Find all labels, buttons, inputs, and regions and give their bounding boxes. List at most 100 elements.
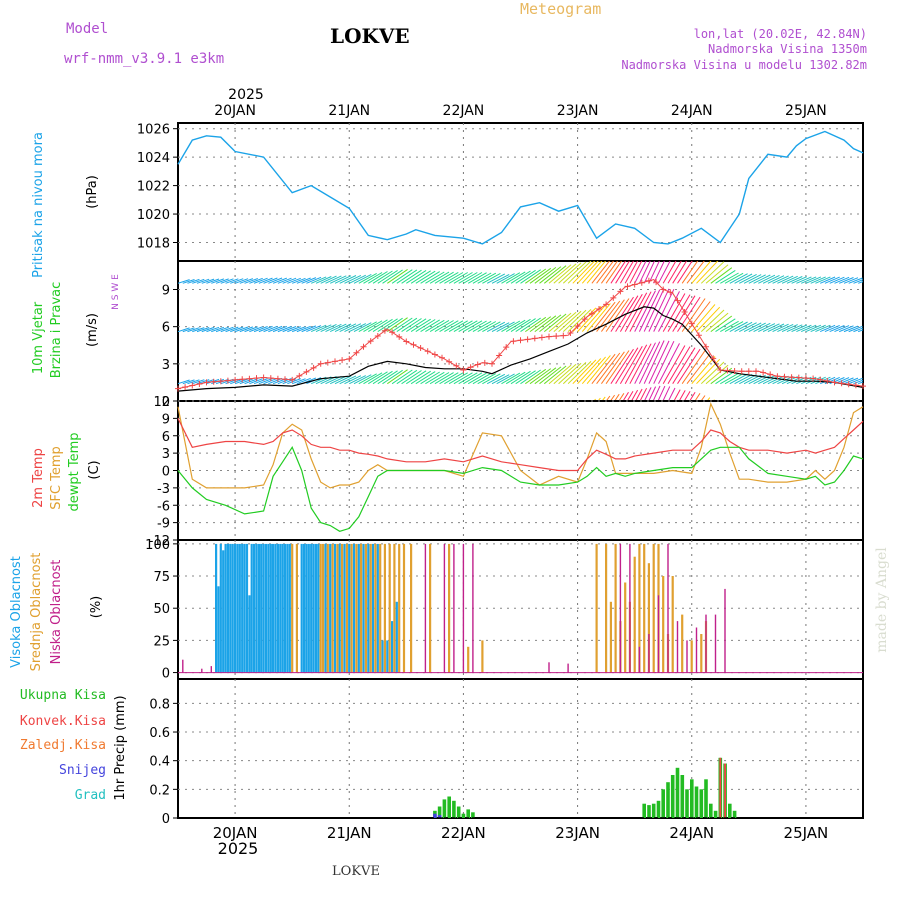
precip-total-bar bbox=[466, 809, 470, 818]
wind-flag bbox=[652, 385, 661, 401]
wind-flag bbox=[648, 261, 660, 284]
wind-flag bbox=[567, 261, 592, 284]
wind-flag bbox=[406, 269, 427, 284]
wind-flag bbox=[638, 261, 651, 284]
panel-frame bbox=[177, 122, 864, 262]
wind-flag bbox=[815, 324, 831, 333]
gust-marker bbox=[481, 359, 488, 366]
wind-flag bbox=[206, 278, 220, 284]
y-tick-label: 0 bbox=[162, 667, 170, 682]
wind-flag bbox=[391, 317, 413, 333]
top-day-label: 21JAN bbox=[328, 103, 370, 119]
gust-marker bbox=[346, 355, 353, 362]
precip-total-bar bbox=[690, 779, 694, 818]
wind-flag bbox=[292, 326, 306, 333]
y-tick-label: 0.6 bbox=[149, 726, 170, 741]
wind-flag bbox=[629, 261, 643, 284]
wind-flag bbox=[715, 318, 736, 333]
wind-flag bbox=[529, 368, 552, 385]
wind-flag bbox=[634, 290, 656, 332]
wind-flag bbox=[618, 393, 625, 401]
wind-flag bbox=[429, 271, 450, 284]
wind-flag bbox=[382, 317, 403, 333]
sfc-temp-line bbox=[177, 402, 864, 489]
cloud-low-bar bbox=[424, 543, 427, 673]
wind-flag bbox=[296, 325, 311, 333]
wind-flag bbox=[843, 377, 859, 385]
wind-flag bbox=[805, 324, 822, 333]
wind-flag bbox=[739, 412, 753, 421]
wind-flag bbox=[525, 368, 547, 385]
wind-flag bbox=[724, 272, 744, 284]
wind-flag bbox=[434, 271, 454, 284]
wind-flag bbox=[753, 274, 771, 284]
wind-flag bbox=[725, 411, 740, 421]
wind-flag bbox=[463, 272, 483, 284]
wind-flag bbox=[572, 261, 596, 284]
wind-flag bbox=[862, 331, 863, 332]
wind-flag bbox=[739, 273, 757, 284]
wind-flag bbox=[463, 320, 483, 333]
wind-flag bbox=[363, 272, 383, 284]
panel-1: 0 3 6 9 bbox=[162, 260, 866, 421]
cloud-high-bar bbox=[253, 543, 256, 673]
gust-marker bbox=[546, 333, 552, 340]
cloud-high-bar bbox=[241, 543, 244, 673]
wind-flag bbox=[396, 269, 418, 284]
cloud-mid-bar bbox=[322, 543, 325, 673]
precip-total-bar bbox=[651, 803, 656, 818]
wind-flag bbox=[377, 269, 398, 284]
wind-flag bbox=[515, 370, 536, 385]
pressure-unit: (hPa) bbox=[85, 175, 100, 209]
wind-flag bbox=[401, 318, 422, 333]
wind-flag bbox=[691, 356, 716, 385]
wind-flag bbox=[810, 324, 826, 333]
wind-flag bbox=[353, 322, 372, 333]
cloud-high-bar bbox=[371, 543, 375, 673]
cloud-mid-bar bbox=[448, 543, 451, 673]
wind-flag bbox=[244, 378, 258, 385]
coords-label: lon,lat (20.02E, 42.84N) bbox=[694, 27, 867, 41]
cloud-mid-bar bbox=[690, 640, 693, 673]
cloud-high-bar bbox=[329, 543, 332, 673]
wind-flag bbox=[705, 364, 729, 385]
wind-flag bbox=[525, 268, 547, 284]
wind-flag bbox=[758, 375, 776, 385]
cloud-high-bar bbox=[224, 543, 227, 673]
wind-flag bbox=[206, 326, 220, 333]
gust-marker bbox=[310, 364, 317, 371]
precip-total-bar bbox=[642, 803, 646, 818]
wind-flag bbox=[396, 317, 418, 333]
wind-flag bbox=[720, 272, 739, 284]
wind-flag bbox=[610, 261, 627, 284]
precip-total-bar bbox=[685, 789, 689, 818]
top-day-label: 23JAN bbox=[557, 103, 599, 119]
gust-marker bbox=[210, 378, 217, 385]
wind-flag bbox=[272, 277, 287, 284]
mean-wind-line bbox=[177, 306, 864, 392]
wind-flag bbox=[225, 278, 239, 284]
wind-flag bbox=[801, 276, 817, 284]
bottom-day-label: 22JAN bbox=[441, 824, 486, 842]
wind-flag bbox=[672, 261, 688, 284]
cloud-low-bar bbox=[472, 543, 474, 673]
cloud-low-label: Niska Oblacnost bbox=[49, 560, 64, 665]
wind-flag bbox=[415, 270, 436, 284]
cloud-mid-bar bbox=[360, 543, 363, 673]
wind-flag bbox=[467, 272, 487, 284]
precip-total-bar bbox=[728, 803, 732, 818]
wind-flag bbox=[496, 273, 515, 284]
wind-flag bbox=[311, 324, 327, 333]
wind-flag bbox=[301, 277, 317, 284]
wind-flag bbox=[848, 277, 863, 284]
wind-flag bbox=[458, 320, 478, 333]
gust-marker bbox=[232, 376, 239, 383]
wind-flag bbox=[653, 340, 675, 384]
wind-flag bbox=[829, 325, 845, 333]
y-tick-label: 1024 bbox=[137, 151, 170, 166]
wind-flag bbox=[686, 301, 711, 332]
gust-marker bbox=[817, 376, 824, 383]
wind-flag bbox=[211, 278, 225, 284]
wind-flag bbox=[406, 370, 427, 385]
temp2m-line bbox=[177, 418, 864, 472]
